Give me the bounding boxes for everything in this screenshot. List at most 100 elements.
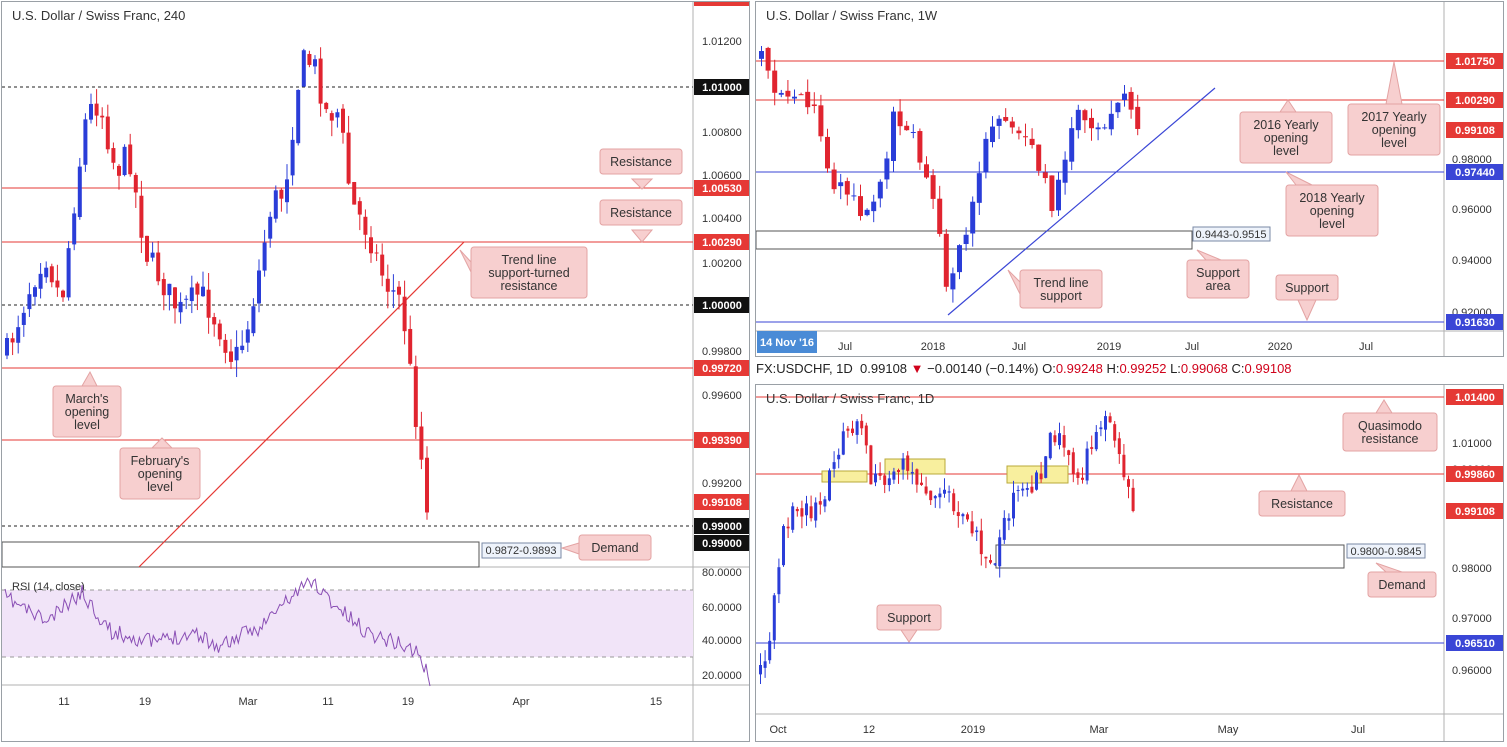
d-candle <box>759 665 762 675</box>
w-candle <box>1122 93 1127 100</box>
d-candle <box>989 560 992 563</box>
d-candle <box>809 506 813 519</box>
w-callout-2018-text: opening <box>1310 204 1355 218</box>
w-x-tick-label: Jul <box>1185 341 1199 353</box>
h4-candle <box>413 366 418 427</box>
w-candle <box>1023 136 1028 138</box>
w-candle <box>996 118 1002 126</box>
d-candle <box>1007 518 1011 521</box>
h4-zone-label-box <box>481 542 562 559</box>
weekly-chart-svg[interactable]: 0.980000.960000.940000.920001.017501.002… <box>756 2 1504 357</box>
h4-callout-trendline-text: support-turned <box>488 266 569 280</box>
h4-level-2-tag-text: 1.00290 <box>702 237 742 249</box>
w-candle <box>1082 110 1088 121</box>
w-candle <box>772 70 778 93</box>
d-candle <box>993 563 997 565</box>
h4-candle <box>391 290 396 292</box>
d-level-2-tag <box>1446 503 1503 519</box>
d-candle <box>961 514 965 517</box>
d-candle <box>943 489 946 494</box>
h4-y-tick-label: 1.00800 <box>702 127 742 139</box>
h4-candle <box>290 139 295 176</box>
w-candle <box>1095 127 1101 130</box>
d-candle <box>1127 479 1130 487</box>
d-candle <box>1131 487 1135 511</box>
w-candle <box>778 92 784 95</box>
h4-rsi-tick-label: 40.0000 <box>702 635 742 647</box>
w-candle <box>805 91 811 108</box>
w-candle <box>877 181 883 199</box>
d-callout-quasimodo-text: Quasimodo <box>1358 419 1422 433</box>
w-candle <box>957 245 962 273</box>
w-callout-support-area-text: Support <box>1196 266 1240 280</box>
d-candle <box>887 478 891 486</box>
w-candle <box>1042 172 1048 179</box>
w-candle <box>904 125 910 131</box>
last-price: 0.99108 <box>860 361 908 376</box>
h4-candle <box>55 280 60 288</box>
h4-candle <box>385 278 390 292</box>
h4-candle <box>133 175 138 193</box>
d-candle <box>1012 492 1015 519</box>
d-candle <box>979 530 983 555</box>
w-level-1-tag <box>1446 92 1503 108</box>
daily-chart-title: U.S. Dollar / Swiss Franc, 1D <box>766 391 935 406</box>
h4-chart-svg[interactable]: 1.01200 1.00800 1.00600 1.00400 1.00200 0.998… <box>2 2 750 742</box>
h4-candle <box>49 266 54 283</box>
w-candle <box>838 182 844 187</box>
h4-candle <box>329 113 334 121</box>
w-callout-2017-pointer <box>1385 61 1403 105</box>
h4-rsi-band <box>2 590 693 657</box>
w-candle <box>1029 138 1035 146</box>
d-candle <box>878 473 882 476</box>
d-candle <box>920 482 923 485</box>
w-callout-trendline-pointer <box>1007 269 1021 295</box>
w-candle <box>1069 128 1075 162</box>
w-candle <box>990 126 995 143</box>
w-support-zone <box>756 230 1193 250</box>
d-level-3-tag-text: 0.96510 <box>1455 638 1495 650</box>
d-candle <box>772 595 776 641</box>
h4-candle <box>206 289 211 318</box>
w-candle <box>950 273 956 290</box>
d-level-1-tag <box>1446 466 1503 482</box>
w-candle <box>811 104 817 107</box>
h4-candle <box>145 235 149 262</box>
d-candle <box>855 421 859 435</box>
h4-callout-trendline-text: Trend line <box>501 253 556 267</box>
w-candle <box>897 111 903 127</box>
daily-chart-svg[interactable]: 1.010000.990000.980000.970000.960001.014… <box>756 385 1504 742</box>
d-callout-support-text: Support <box>887 611 931 625</box>
d-candle <box>846 428 850 431</box>
d-callout-demand-text: Demand <box>1378 578 1425 592</box>
d-candle <box>1035 472 1038 490</box>
w-candle <box>831 169 837 190</box>
h4-callout-demand-text: Demand <box>591 541 638 555</box>
w-callout-2016-text: 2016 Yearly <box>1253 118 1319 132</box>
h4-callout-resistance-2-pointer <box>630 229 654 243</box>
h4-candle <box>16 327 21 343</box>
h4-candle <box>318 58 323 104</box>
h4-candle <box>273 190 278 219</box>
w-y-tick-label: 0.98000 <box>1452 154 1492 166</box>
w-candle <box>1056 179 1061 211</box>
d-candle <box>892 471 896 480</box>
h4-callout-resistance-1 <box>599 148 683 175</box>
h4-candle <box>38 273 43 289</box>
w-level-3-tag-text: 0.97440 <box>1455 167 1495 179</box>
w-candle <box>930 175 936 199</box>
h4-level-1-tag <box>694 180 749 196</box>
h4-level-6-tag <box>694 494 749 510</box>
w-level-2-tag <box>1446 122 1503 138</box>
w-candle <box>963 234 969 244</box>
w-candle <box>891 111 896 161</box>
d-x-tick-label: Jul <box>1351 724 1365 736</box>
h4-level-4-tag <box>694 360 749 376</box>
w-candle <box>917 131 923 163</box>
w-candle <box>851 195 857 197</box>
d-candle <box>952 493 956 512</box>
w-callout-2016-text: level <box>1273 144 1299 158</box>
d-candle <box>1076 472 1080 478</box>
h4-candle <box>100 115 105 118</box>
d-candle <box>947 491 951 493</box>
